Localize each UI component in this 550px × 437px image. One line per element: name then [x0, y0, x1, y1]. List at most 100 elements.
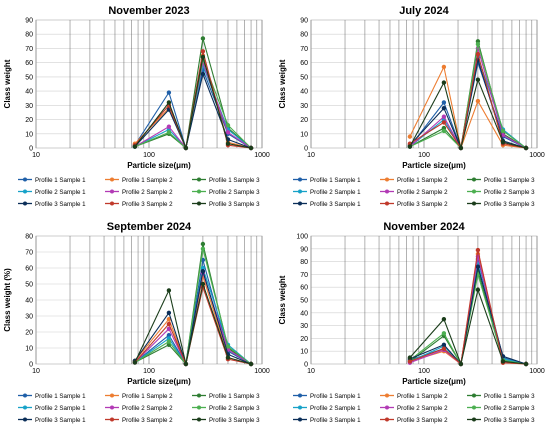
series-line — [134, 281, 252, 365]
legend-swatch-marker — [197, 417, 201, 422]
x-tick-label: 100 — [143, 368, 155, 375]
legend-swatch-marker — [110, 405, 114, 410]
legend-label: Profile 1 Sample 3 — [484, 393, 535, 400]
legend-label: Profile 2 Sample 3 — [484, 405, 535, 412]
series-line — [409, 65, 527, 151]
data-point — [458, 361, 464, 367]
data-point — [441, 80, 447, 85]
data-point — [183, 145, 189, 151]
legend-swatch-marker — [472, 189, 476, 194]
x-axis-label: Particle size(μm) — [127, 161, 191, 170]
data-point — [475, 77, 481, 82]
x-axis-label: Particle size(μm) — [402, 161, 466, 170]
y-tick-label: 90 — [25, 18, 33, 25]
data-point — [475, 41, 481, 47]
series-line — [409, 44, 527, 150]
legend-swatch-marker — [110, 393, 114, 398]
chart-panel-3: September 2024 0 10 20 30 40 50 60 70 80 10 100 1000… — [0, 216, 275, 432]
data-point — [166, 90, 172, 95]
x-tick-label: 100 — [418, 368, 430, 375]
data-point — [441, 120, 447, 125]
y-tick-label: 60 — [25, 266, 33, 273]
data-point — [458, 145, 464, 151]
y-axis-label: Class weight — [278, 275, 287, 324]
series-line — [409, 249, 527, 366]
data-point — [475, 98, 481, 104]
legend-swatch-marker — [110, 189, 114, 194]
legend-label: Profile 1 Sample 1 — [35, 177, 86, 184]
legend-swatch-marker — [385, 189, 389, 194]
legend-swatch-marker — [23, 405, 27, 410]
legend-label: Profile 2 Sample 1 — [310, 405, 361, 412]
chart-panel-2: July 2024 0 10 20 30 40 50 60 70 80 90 10 100 1000 Par… — [275, 0, 550, 216]
legend-label: Profile 2 Sample 3 — [484, 189, 535, 196]
series-line — [409, 274, 527, 366]
legend-swatch-marker — [298, 405, 302, 410]
data-point — [132, 360, 138, 365]
y-tick-label: 20 — [25, 330, 33, 337]
legend-label: Profile 3 Sample 1 — [35, 201, 86, 208]
data-point — [441, 346, 447, 351]
y-tick-label: 40 — [25, 298, 33, 305]
chart-title: July 2024 — [399, 5, 449, 17]
x-tick-label: 1000 — [254, 152, 270, 159]
data-point — [407, 355, 413, 360]
legend-swatch-marker — [385, 201, 389, 206]
y-tick-label: 70 — [25, 250, 33, 257]
y-tick-label: 10 — [300, 131, 308, 138]
data-point — [200, 246, 206, 251]
y-axis-label: Class weight (%) — [3, 268, 12, 332]
legend-label: Profile 3 Sample 1 — [310, 201, 361, 208]
y-tick-label: 80 — [300, 259, 308, 266]
legend-label: Profile 3 Sample 2 — [122, 417, 173, 424]
x-tick-label: 10 — [307, 152, 315, 159]
data-point — [441, 100, 447, 105]
data-point — [166, 288, 172, 293]
x-tick-label: 1000 — [254, 368, 270, 375]
series-line — [134, 259, 252, 366]
legend-label: Profile 3 Sample 2 — [397, 417, 448, 424]
series-line — [134, 72, 252, 150]
data-point — [523, 145, 529, 151]
data-point — [500, 140, 506, 145]
data-point — [441, 128, 447, 134]
legend-label: Profile 1 Sample 3 — [484, 177, 535, 184]
legend-swatch-marker — [110, 177, 114, 182]
legend-label: Profile 2 Sample 3 — [209, 405, 260, 412]
legend-swatch-marker — [472, 201, 476, 206]
legend-label: Profile 2 Sample 2 — [122, 189, 173, 196]
legend-swatch-marker — [23, 177, 27, 182]
y-tick-label: 50 — [300, 298, 308, 305]
data-point — [166, 339, 172, 344]
data-point — [166, 130, 172, 135]
data-point — [407, 134, 413, 139]
data-point — [500, 128, 506, 134]
y-tick-label: 70 — [300, 272, 308, 279]
data-point — [407, 359, 413, 364]
legend-label: Profile 3 Sample 3 — [209, 201, 260, 208]
data-point — [200, 241, 206, 247]
data-point — [225, 130, 231, 135]
y-tick-label: 80 — [300, 32, 308, 39]
y-tick-label: 20 — [300, 336, 308, 343]
chart-title: November 2024 — [383, 221, 465, 233]
legend-label: Profile 1 Sample 2 — [122, 393, 173, 400]
y-tick-label: 30 — [25, 103, 33, 110]
x-tick-label: 100 — [143, 152, 155, 159]
y-tick-label: 20 — [25, 117, 33, 124]
data-point — [200, 71, 206, 77]
x-tick-label: 10 — [307, 368, 315, 375]
x-tick-label: 10 — [32, 368, 40, 375]
legend-swatch-marker — [197, 201, 201, 206]
legend-swatch-marker — [298, 177, 302, 182]
legend-label: Profile 2 Sample 1 — [35, 405, 86, 412]
y-tick-label: 70 — [300, 46, 308, 53]
legend-label: Profile 1 Sample 2 — [397, 177, 448, 184]
series-line — [409, 53, 527, 150]
legend-label: Profile 3 Sample 1 — [35, 417, 86, 424]
y-tick-label: 50 — [25, 74, 33, 81]
y-tick-label: 0 — [29, 146, 33, 153]
